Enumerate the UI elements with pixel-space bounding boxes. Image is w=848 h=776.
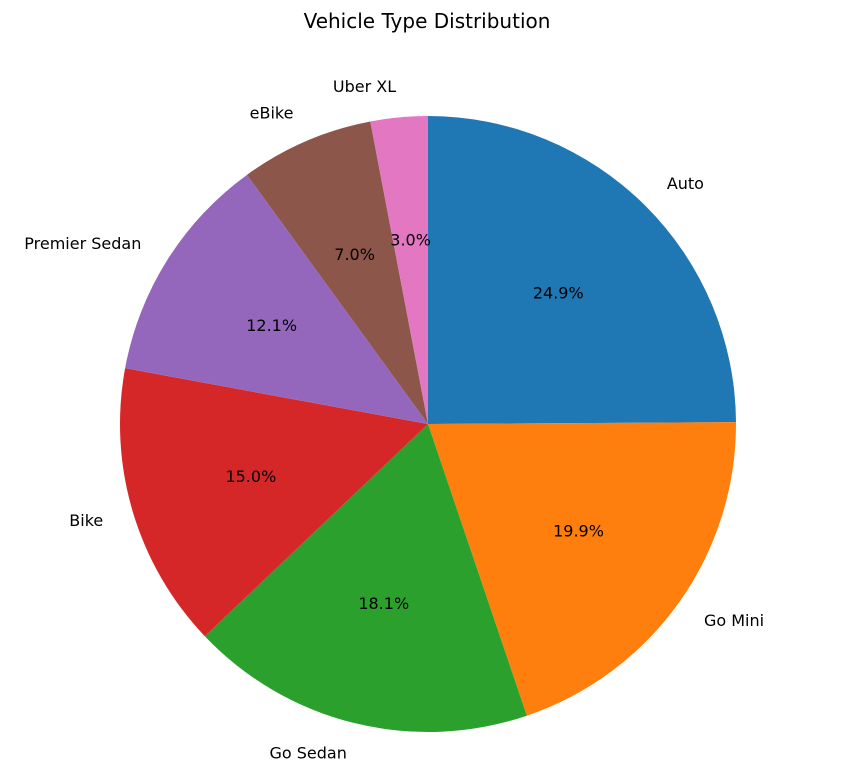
pie-slice-uber-xl — [370, 116, 428, 424]
pie-category-label: Uber XL — [333, 77, 396, 96]
pie-percent-label: 18.1% — [358, 594, 409, 613]
pie-category-label: eBike — [250, 104, 294, 123]
pie-slice-go-sedan — [204, 424, 527, 732]
pie-category-label: Bike — [69, 511, 103, 530]
pie-slice-bike — [119, 368, 429, 637]
pie-percent-label: 24.9% — [533, 283, 584, 302]
pie-slice-premier-sedan — [125, 174, 428, 424]
pie-percent-label: 15.0% — [225, 467, 276, 486]
pie-category-label: Auto — [667, 174, 704, 193]
pie-slice-go-mini — [428, 422, 736, 716]
pie-category-label: Premier Sedan — [24, 234, 141, 253]
pie-percent-label: 12.1% — [246, 316, 297, 335]
pie-percent-label: 3.0% — [390, 231, 431, 250]
pie-slice-auto — [428, 116, 736, 424]
pie-labels: 24.9% Auto 19.9% Go Mini 18.1% Go Sedan 15.0% B… — [24, 77, 764, 762]
pie-percent-label: 19.9% — [553, 522, 604, 541]
pie-category-label: Go Mini — [704, 611, 764, 630]
pie-percent-label: 7.0% — [334, 245, 375, 264]
pie-slices — [119, 116, 736, 732]
pie-slice-ebike — [246, 121, 428, 424]
pie-category-label: Go Sedan — [269, 743, 346, 762]
chart-title: Vehicle Type Distribution — [304, 9, 551, 33]
